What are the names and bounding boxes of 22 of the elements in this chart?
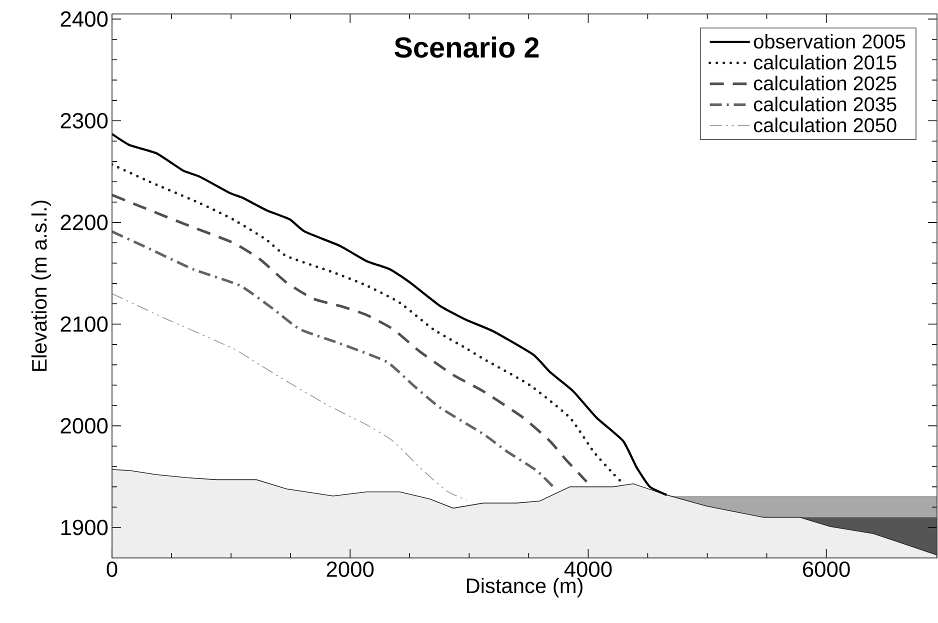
line-series [112,194,588,484]
x-tick-label: 4000 [564,561,612,578]
y-tick-label: 2100 [60,316,108,332]
line-series [112,132,668,496]
text: Scenario 2 [394,36,539,58]
line-series [112,293,467,500]
line-series [112,230,554,488]
x-tick-label: 2000 [326,561,374,578]
y-tick-label: 2000 [60,418,108,434]
y-tick-label: 2400 [60,11,108,27]
y-tick-label: 2300 [60,112,108,129]
legend-label: observation 2005 [754,34,906,49]
x-tick-label: 0 [106,561,118,578]
x-axis-title: Distance (m) [466,578,582,598]
legend-label: calculation 2015 [754,54,896,70]
y-tick-label: 2200 [60,214,108,230]
legend-label: calculation 2025 [754,76,896,90]
y-tick-label: 1900 [61,520,108,536]
legend-label: calculation 2035 [754,96,896,112]
legend-label: calculation 2050 [754,118,896,132]
x-tick-label: 6000 [803,561,850,578]
y-axis-title: Elevation (m a.s.l.) [31,200,51,371]
